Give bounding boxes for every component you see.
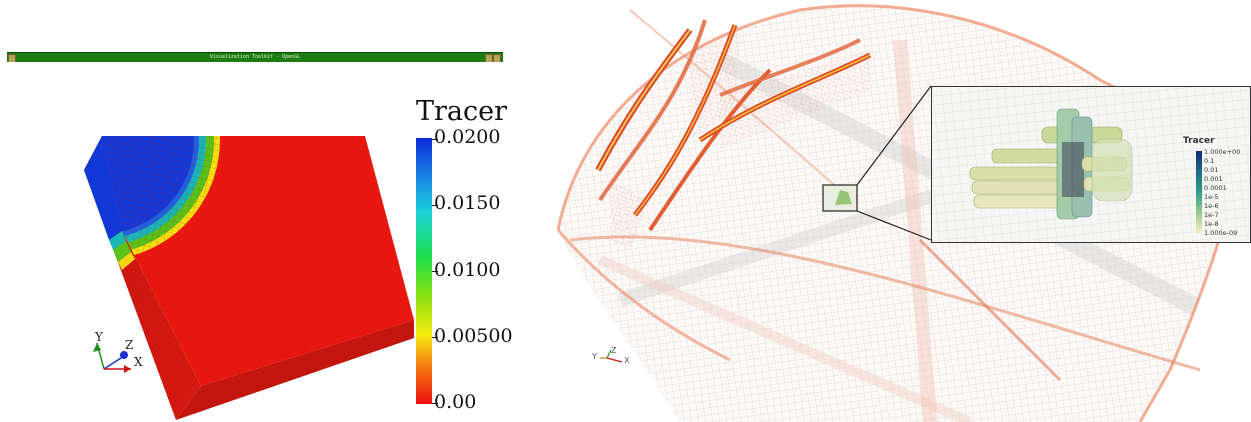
legend-tick-label: 0.00 [434, 391, 477, 413]
inset-legend-tick: 0.0001 [1204, 184, 1227, 192]
inset-color-scale-bar [1196, 151, 1202, 233]
inset-legend-tick: 1.000e-09 [1204, 229, 1238, 237]
legend-tick-label: 0.0150 [434, 192, 501, 214]
axes-triad [600, 349, 623, 363]
legend-tick-label: 0.0100 [434, 259, 501, 281]
inset-legend-tick: 1e-8 [1204, 220, 1219, 228]
inset-legend-tick: 0.001 [1204, 175, 1223, 183]
tracer-block-3d [84, 136, 414, 420]
legend-title: Tracer [416, 96, 508, 127]
inset-legend-tick: 1e-5 [1204, 193, 1219, 201]
tick-mark [432, 403, 438, 404]
inset-legend-title: Tracer [1183, 136, 1215, 146]
inset-legend-tick: 1e-6 [1204, 202, 1219, 210]
tick-mark [432, 271, 438, 272]
axis-y-label: Y [95, 330, 103, 344]
tick-mark [432, 337, 438, 338]
window-title: Visualization Toolkit - OpenGL [209, 54, 301, 60]
color-scale-bar [416, 138, 432, 404]
inset-legend-tick: 1e-7 [1204, 211, 1219, 219]
zoom-inset: Tracer 1.000e+00 0.1 0.01 0.001 0.0001 1… [931, 86, 1251, 243]
tracer-cluster-render [932, 87, 1250, 242]
axes-triad [93, 342, 131, 373]
tick-mark [432, 139, 438, 140]
inset-legend-tick: 1.000e+00 [1204, 148, 1241, 156]
tick-mark [432, 205, 438, 206]
inset-legend-tick: 0.01 [1204, 166, 1219, 174]
legend-tick-label: 0.0200 [434, 126, 501, 148]
legend-tick-label: 0.00500 [434, 325, 513, 347]
axis-x-label: X [134, 355, 143, 369]
fracture-network-render [556, 4, 1242, 422]
inset-legend-tick: 0.1 [1204, 157, 1215, 165]
axis-x-label: X [624, 356, 630, 365]
axis-y-label: Y [592, 352, 597, 361]
axis-z-label: Z [125, 338, 134, 352]
axis-z-label: Z [611, 346, 617, 355]
